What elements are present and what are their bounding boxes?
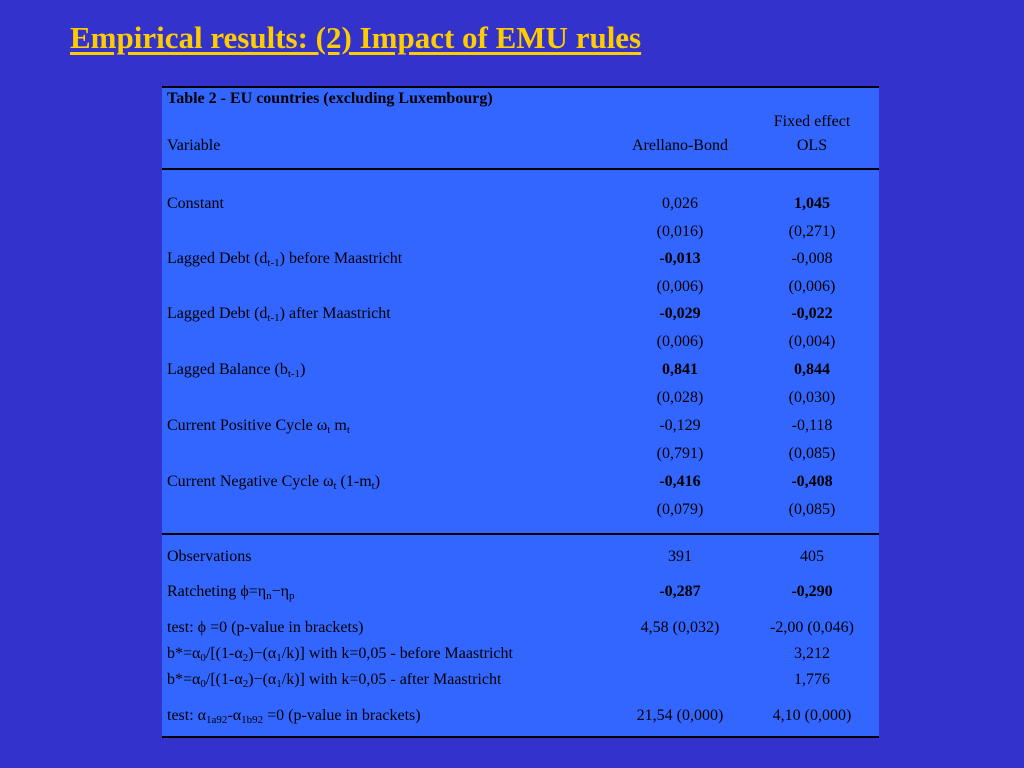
cell-constant-ab-se: (0,016) <box>656 223 704 240</box>
cell-debt-before-ab-se: (0,006) <box>656 278 704 295</box>
row-label-negative-cycle: Current Negative Cycle ωt (1-mt) <box>167 473 381 492</box>
results-table: Table 2 - EU countries (excluding Luxemb… <box>162 86 879 738</box>
cell-test-phi-ab: 4,58 (0,032) <box>640 619 720 636</box>
row-label-lagged-debt-before: Lagged Debt (dt-1) before Maastricht <box>167 250 403 269</box>
row-label-observations: Observations <box>167 548 252 565</box>
col-header-ols-line2: OLS <box>796 137 828 154</box>
cell-balance-ab: 0,841 <box>662 361 698 378</box>
cell-observations-ab: 391 <box>668 548 692 565</box>
cell-ratcheting-ols: -0,290 <box>791 583 833 600</box>
table-top-rule <box>162 86 879 88</box>
cell-balance-ab-se: (0,028) <box>656 389 704 406</box>
col-header-ols-line1: Fixed effect <box>773 113 851 130</box>
cell-pos-cycle-ab-se: (0,791) <box>656 445 704 462</box>
cell-debt-after-ols-se: (0,004) <box>788 333 836 350</box>
cell-balance-ols: 0,844 <box>794 361 830 378</box>
row-label-constant: Constant <box>167 195 224 212</box>
header-rule <box>162 168 879 170</box>
row-label-lagged-balance: Lagged Balance (bt-1) <box>167 361 306 380</box>
cell-debt-after-ab-se: (0,006) <box>656 333 704 350</box>
cell-debt-after-ols: -0,022 <box>791 305 833 322</box>
cell-pos-cycle-ols: -0,118 <box>791 417 833 434</box>
cell-test-alpha-ols: 4,10 (0,000) <box>772 707 852 724</box>
cell-constant-ols: 1,045 <box>794 195 830 212</box>
row-label-test-alpha: test: α1a92-α1b92 =0 (p-value in bracket… <box>167 707 421 726</box>
cell-test-phi-ols: -2,00 (0,046) <box>770 619 854 636</box>
cell-balance-ols-se: (0,030) <box>788 389 836 406</box>
cell-constant-ols-se: (0,271) <box>788 223 836 240</box>
row-label-ratcheting: Ratcheting ϕ=ηn−ηp <box>167 583 295 602</box>
cell-neg-cycle-ab-se: (0,079) <box>656 501 704 518</box>
cell-bstar-before-ols: 3,212 <box>794 645 830 662</box>
cell-debt-before-ols-se: (0,006) <box>788 278 836 295</box>
cell-bstar-after-ols: 1,776 <box>794 671 830 688</box>
cell-neg-cycle-ab: -0,416 <box>659 473 701 490</box>
cell-pos-cycle-ols-se: (0,085) <box>788 445 836 462</box>
cell-test-alpha-ab: 21,54 (0,000) <box>636 707 724 724</box>
body-rule <box>162 533 879 535</box>
cell-constant-ab: 0,026 <box>662 195 698 212</box>
slide-title: Empirical results: (2) Impact of EMU rul… <box>70 20 642 55</box>
cell-ratcheting-ab: -0,287 <box>659 583 701 600</box>
row-label-bstar-after: b*=α0/[(1-α2)−(α1/k)] with k=0,05 - afte… <box>167 671 502 690</box>
cell-pos-cycle-ab: -0,129 <box>659 417 701 434</box>
col-header-variable: Variable <box>167 137 221 154</box>
cell-debt-before-ab: -0,013 <box>659 250 701 267</box>
table-bottom-rule <box>162 736 879 738</box>
cell-neg-cycle-ols: -0,408 <box>791 473 833 490</box>
row-label-bstar-before: b*=α0/[(1-α2)−(α1/k)] with k=0,05 - befo… <box>167 645 513 664</box>
cell-debt-after-ab: -0,029 <box>659 305 701 322</box>
col-header-arellano-bond: Arellano-Bond <box>632 137 728 154</box>
table-caption: Table 2 - EU countries (excluding Luxemb… <box>167 90 493 107</box>
row-label-test-phi: test: ϕ =0 (p-value in brackets) <box>167 619 364 636</box>
cell-neg-cycle-ols-se: (0,085) <box>788 501 836 518</box>
cell-debt-before-ols: -0,008 <box>791 250 833 267</box>
row-label-lagged-debt-after: Lagged Debt (dt-1) after Maastricht <box>167 305 391 324</box>
row-label-positive-cycle: Current Positive Cycle ωt mt <box>167 417 350 436</box>
cell-observations-ols: 405 <box>800 548 824 565</box>
